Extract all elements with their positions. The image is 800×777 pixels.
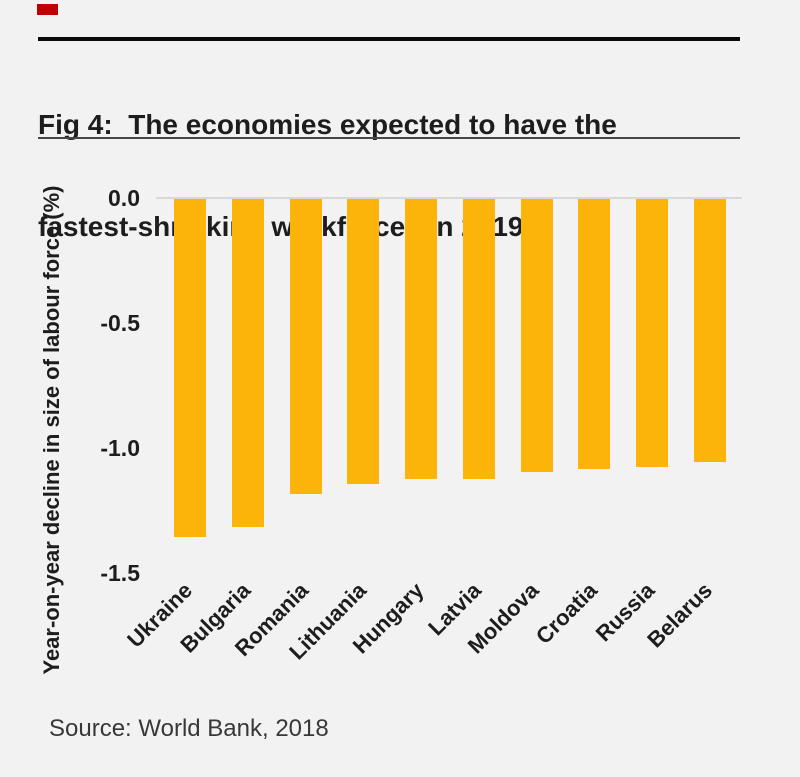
figure-title-line2: fastest-shrinking workforces in 2019 <box>38 211 524 242</box>
y-tick-label: -0.5 <box>100 310 140 336</box>
bar-romania <box>289 199 322 494</box>
source-note: Source: World Bank, 2018 <box>49 715 329 742</box>
y-axis-title: Year-on-year decline in size of labour f… <box>39 185 64 675</box>
bar-russia <box>636 199 669 467</box>
bar-hungary <box>405 199 438 479</box>
bar-moldova <box>520 199 553 472</box>
y-tick-label: -1.0 <box>100 435 140 461</box>
zero-gridline <box>156 197 742 199</box>
bar-lithuania <box>347 199 380 484</box>
y-tick-label: 0.0 <box>108 185 140 211</box>
brand-red-tab <box>37 4 58 15</box>
bar-belarus <box>694 199 727 462</box>
bar-croatia <box>578 199 611 469</box>
header-rule-top <box>38 37 740 41</box>
bar-bulgaria <box>231 199 264 527</box>
y-tick-label: -1.5 <box>100 560 140 586</box>
figure-title-line1: Fig 4: The economies expected to have th… <box>38 109 617 140</box>
bar-latvia <box>462 199 495 479</box>
figure-title: Fig 4: The economies expected to have th… <box>38 40 698 312</box>
header-rule-bottom <box>38 137 740 139</box>
bar-ukraine <box>174 199 206 537</box>
x-axis-label-croatia: Croatia <box>530 577 602 649</box>
